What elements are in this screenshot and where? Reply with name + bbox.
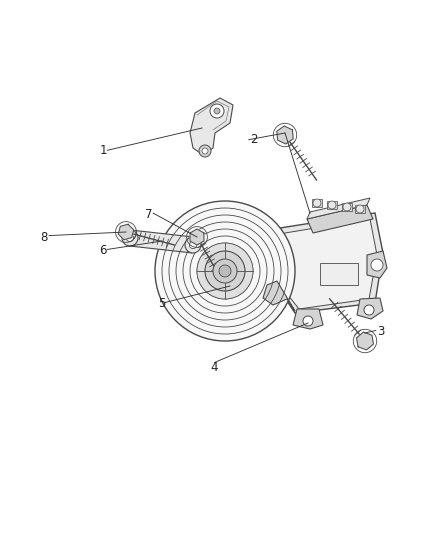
Bar (342, 203, 352, 211)
Circle shape (313, 199, 321, 207)
Circle shape (205, 251, 245, 291)
Circle shape (356, 205, 364, 213)
Polygon shape (263, 281, 295, 311)
Text: 5: 5 (159, 297, 166, 310)
Circle shape (219, 265, 231, 277)
Text: 4: 4 (211, 361, 219, 374)
Circle shape (202, 148, 208, 154)
Polygon shape (277, 126, 293, 144)
Circle shape (189, 241, 197, 248)
Circle shape (213, 259, 237, 283)
Circle shape (364, 305, 374, 315)
Bar (327, 201, 337, 209)
Polygon shape (190, 98, 233, 155)
Polygon shape (270, 213, 383, 313)
Circle shape (122, 230, 138, 246)
Bar (355, 205, 365, 213)
Text: 6: 6 (99, 244, 107, 257)
Polygon shape (190, 229, 204, 245)
Circle shape (199, 145, 211, 157)
Bar (312, 199, 322, 207)
Circle shape (303, 316, 313, 326)
Polygon shape (357, 332, 374, 350)
Polygon shape (357, 298, 383, 319)
Text: 2: 2 (250, 133, 258, 146)
Polygon shape (118, 224, 134, 240)
Polygon shape (307, 205, 373, 233)
Circle shape (127, 235, 134, 241)
Text: 1: 1 (99, 144, 107, 157)
Polygon shape (273, 219, 377, 309)
Circle shape (328, 201, 336, 209)
Circle shape (210, 104, 224, 118)
Bar (320, 263, 358, 285)
Circle shape (214, 108, 220, 114)
Polygon shape (293, 309, 323, 329)
Circle shape (155, 201, 295, 341)
Circle shape (371, 259, 383, 271)
Text: 3: 3 (378, 325, 385, 338)
Polygon shape (129, 230, 194, 253)
Polygon shape (307, 198, 370, 219)
Circle shape (343, 203, 351, 211)
Circle shape (197, 243, 253, 299)
Text: 8: 8 (40, 231, 47, 244)
Text: 7: 7 (145, 208, 153, 221)
Polygon shape (367, 251, 387, 278)
Circle shape (185, 237, 201, 253)
